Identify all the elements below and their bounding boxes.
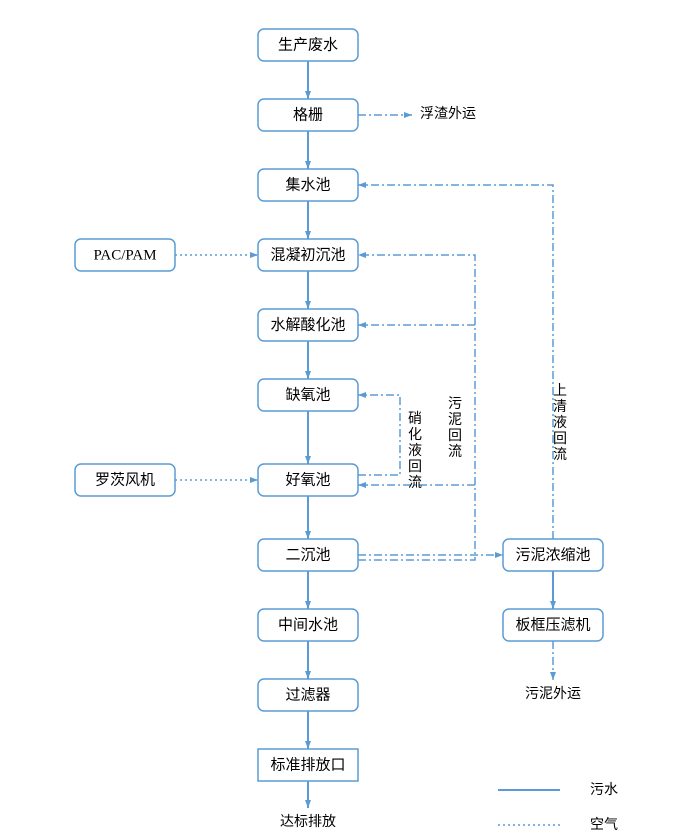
node-label-n9: 中间水池	[278, 616, 338, 633]
terminal-label-1: 污泥外运	[525, 686, 581, 702]
vlabel-1-2: 回	[448, 428, 462, 444]
node-label-n5: 水解酸化池	[270, 316, 345, 333]
vlabel-2-4: 流	[553, 447, 567, 463]
node-label-n3: 集水池	[285, 176, 330, 193]
vlabel-2-1: 清	[553, 399, 567, 415]
node-label-n10: 过滤器	[285, 686, 330, 703]
vlabel-2-2: 液	[553, 415, 567, 431]
vlabel-1-0: 污	[448, 396, 462, 412]
node-label-n2: 格栅	[293, 106, 323, 123]
node-label-n6: 缺氧池	[285, 386, 330, 403]
vlabel-1-1: 泥	[448, 412, 462, 428]
node-label-s2: 罗茨风机	[95, 471, 155, 488]
vlabel-0-1: 化	[408, 427, 422, 443]
node-label-n4: 混凝初沉池	[270, 246, 345, 263]
legend-label-1: 空气	[590, 817, 618, 833]
legend-label-0: 污水	[590, 782, 618, 798]
flowchart-canvas: 生产废水格栅集水池混凝初沉池水解酸化池缺氧池好氧池二沉池中间水池过滤器标准排放口…	[0, 0, 688, 839]
terminal-label-0: 达标排放	[280, 814, 336, 830]
vlabel-2-0: 上	[553, 383, 567, 399]
node-label-s4: 板框压滤机	[515, 615, 590, 633]
vlabel-0-3: 回	[408, 459, 422, 475]
vlabel-2-3: 回	[553, 431, 567, 447]
node-label-s3: 污泥浓缩池	[515, 546, 590, 563]
node-label-n1: 生产废水	[278, 36, 338, 53]
vlabel-0-0: 硝	[408, 411, 422, 427]
node-label-n11: 标准排放口	[270, 756, 345, 773]
node-label-n7: 好氧池	[285, 471, 330, 488]
vlabel-1-3: 流	[448, 444, 462, 460]
vlabel-0-2: 液	[408, 443, 422, 459]
vlabel-0-4: 流	[408, 475, 422, 491]
dashdot-7	[358, 395, 400, 475]
terminal-label-2: 浮渣外运	[420, 106, 476, 122]
dashdot-3	[358, 185, 553, 539]
node-label-n8: 二沉池	[285, 546, 330, 563]
node-label-s1: PAC/PAM	[93, 247, 156, 263]
